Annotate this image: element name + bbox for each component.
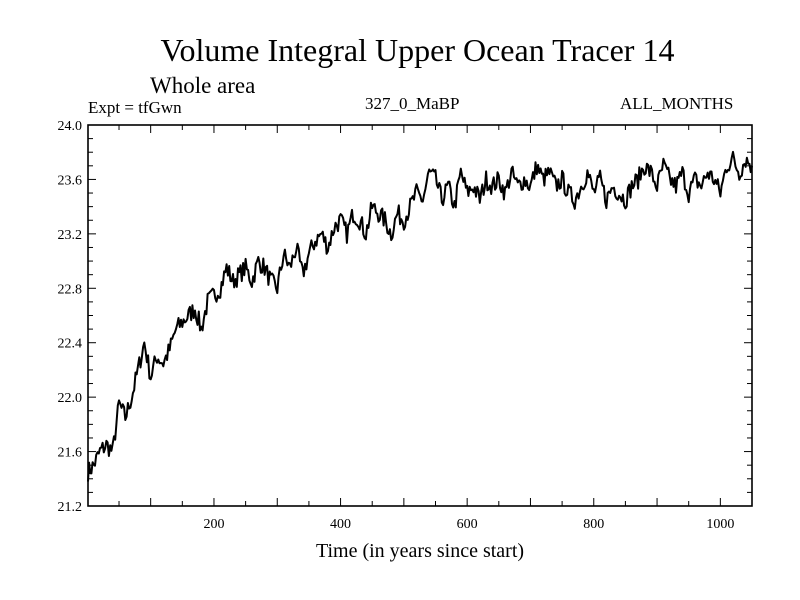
axis-ticks [88,125,752,506]
y-tick-label: 22.8 [58,282,83,297]
x-tick-label: 800 [583,517,604,532]
y-tick-label: 21.2 [58,500,83,515]
experiment-label: Expt = tfGwn [88,98,182,117]
period-label: 327_0_MaBP [365,94,460,113]
y-tick-label: 21.6 [58,446,83,461]
chart-title: Volume Integral Upper Ocean Tracer 14 [160,32,675,68]
y-tick-label: 24.0 [58,119,83,134]
series-line [87,150,753,482]
y-tick-label: 22.4 [58,337,83,352]
months-label: ALL_MONTHS [620,94,734,113]
x-tick-label: 1000 [706,517,734,532]
y-tick-label: 22.0 [58,391,83,406]
y-tick-label: 23.6 [58,173,83,188]
x-tick-label: 600 [457,517,478,532]
chart-subtitle: Whole area [150,73,256,98]
x-axis-label: Time (in years since start) [316,540,524,562]
x-tick-label: 400 [330,517,351,532]
y-tick-label: 23.2 [58,228,83,243]
x-tick-label: 200 [203,517,224,532]
axis-tick-labels: 200 400 600 800 1000 21.2 21.6 22.0 22.4 22.8 23.2… [58,119,735,532]
